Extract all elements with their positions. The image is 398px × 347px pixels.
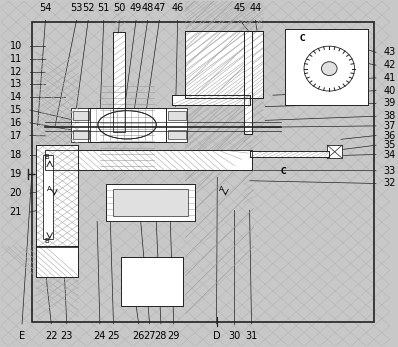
Text: 28: 28 — [155, 331, 167, 341]
Text: 44: 44 — [249, 3, 261, 14]
Bar — [185, 31, 263, 98]
Bar — [113, 189, 188, 216]
Text: D: D — [213, 331, 220, 341]
Text: 11: 11 — [10, 54, 22, 64]
Text: 32: 32 — [384, 178, 396, 188]
Bar — [168, 130, 186, 139]
Text: 33: 33 — [384, 166, 396, 176]
Text: 25: 25 — [107, 331, 120, 341]
Bar — [244, 31, 252, 134]
Text: 41: 41 — [384, 73, 396, 83]
Text: 18: 18 — [10, 150, 22, 160]
Text: 19: 19 — [10, 169, 22, 179]
Text: 29: 29 — [168, 331, 180, 341]
Bar — [45, 150, 252, 170]
Bar — [285, 29, 368, 105]
Text: 15: 15 — [10, 105, 22, 115]
Text: 34: 34 — [384, 150, 396, 160]
Bar — [121, 257, 183, 306]
Text: 35: 35 — [384, 140, 396, 150]
Text: 13: 13 — [10, 79, 22, 90]
Ellipse shape — [98, 111, 156, 139]
Bar — [37, 145, 78, 247]
Text: 23: 23 — [60, 331, 73, 341]
Text: 49: 49 — [130, 3, 142, 14]
Text: 46: 46 — [172, 3, 184, 14]
Bar — [106, 184, 195, 221]
Text: 26: 26 — [133, 331, 145, 341]
Bar — [72, 108, 90, 142]
Bar — [73, 130, 89, 139]
Bar — [250, 151, 329, 157]
Bar — [172, 95, 250, 105]
Text: 16: 16 — [10, 118, 22, 128]
Text: 50: 50 — [113, 3, 125, 14]
Bar — [166, 108, 187, 142]
Text: 17: 17 — [10, 130, 22, 141]
Circle shape — [322, 62, 337, 76]
Bar — [73, 111, 89, 120]
Text: 48: 48 — [142, 3, 154, 14]
Text: 51: 51 — [98, 3, 110, 14]
Text: A: A — [219, 186, 223, 192]
Text: 10: 10 — [10, 41, 22, 51]
Text: 36: 36 — [384, 130, 396, 141]
Bar — [121, 257, 183, 306]
Bar — [113, 32, 125, 133]
Text: C: C — [300, 34, 306, 43]
Text: 14: 14 — [10, 92, 22, 102]
Text: 30: 30 — [228, 331, 240, 341]
Bar — [244, 31, 252, 134]
Bar — [327, 145, 342, 158]
Bar — [285, 29, 368, 105]
Text: 39: 39 — [384, 99, 396, 109]
Bar — [88, 108, 166, 142]
Text: 47: 47 — [153, 3, 166, 14]
Text: B: B — [44, 238, 49, 244]
Text: 40: 40 — [384, 86, 396, 96]
Text: 24: 24 — [94, 331, 106, 341]
Bar — [37, 145, 78, 247]
Text: 21: 21 — [10, 207, 22, 217]
Circle shape — [304, 46, 355, 91]
Text: 45: 45 — [234, 3, 246, 14]
Bar — [32, 22, 374, 322]
Bar — [186, 31, 262, 97]
Bar — [172, 95, 250, 105]
Bar — [185, 31, 263, 98]
Bar — [168, 111, 186, 120]
Text: 27: 27 — [143, 331, 156, 341]
Text: 54: 54 — [39, 3, 52, 14]
Text: 53: 53 — [70, 3, 83, 14]
Bar — [37, 246, 78, 277]
Bar — [45, 150, 252, 170]
Text: C: C — [281, 167, 286, 176]
Text: 52: 52 — [82, 3, 94, 14]
Bar — [37, 246, 78, 277]
Bar — [88, 108, 166, 142]
Bar — [185, 31, 263, 98]
Text: A: A — [47, 186, 52, 192]
Text: 43: 43 — [384, 48, 396, 57]
Text: 12: 12 — [10, 67, 22, 77]
Bar — [250, 151, 329, 157]
Bar — [185, 31, 263, 98]
Text: 31: 31 — [246, 331, 258, 341]
Text: E: E — [19, 331, 25, 341]
Text: 42: 42 — [384, 60, 396, 70]
Bar — [113, 32, 125, 133]
Bar — [106, 184, 195, 221]
Text: 38: 38 — [384, 111, 396, 121]
Bar — [43, 155, 53, 239]
Text: 37: 37 — [384, 121, 396, 131]
Text: 22: 22 — [45, 331, 57, 341]
Text: 20: 20 — [10, 188, 22, 198]
Text: B: B — [44, 154, 49, 160]
